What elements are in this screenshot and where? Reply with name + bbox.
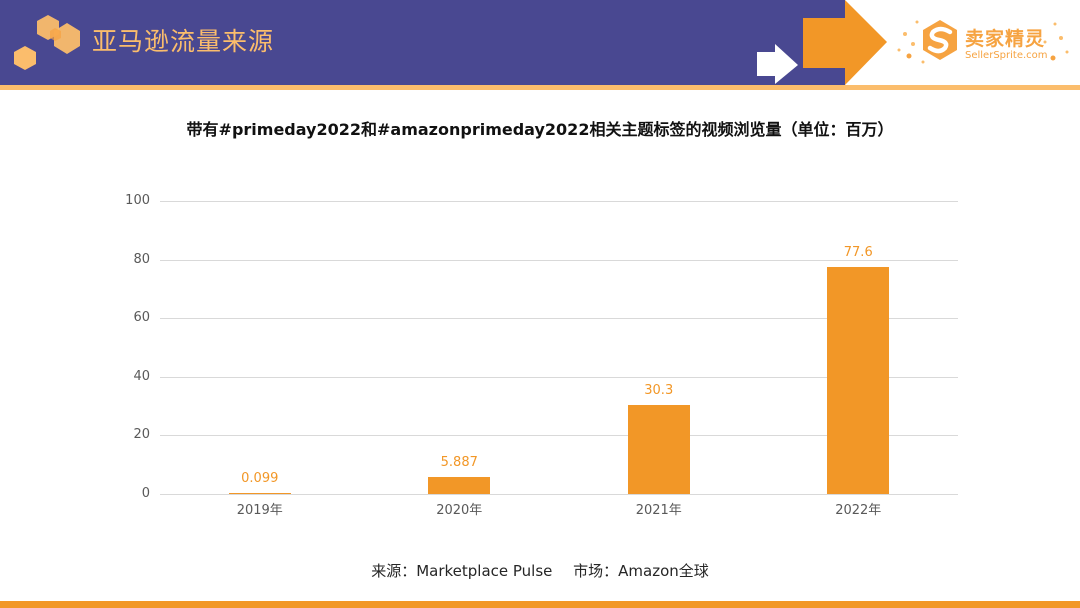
sellersprite-logo: 卖家精灵 SellerSprite.com (895, 12, 1075, 74)
logo-name-en: SellerSprite.com (965, 50, 1048, 61)
y-axis-tick-label: 40 (133, 368, 150, 384)
gridline (160, 435, 958, 437)
bar-2022年 (827, 266, 890, 494)
x-axis-tick-label: 2022年 (835, 503, 882, 518)
x-axis-tick-label: 2020年 (436, 503, 483, 518)
gridline (160, 318, 958, 320)
gridline (160, 201, 958, 202)
y-axis-tick-label: 20 (133, 427, 150, 443)
sellersprite-s-hexagon-icon (897, 20, 1069, 64)
bar-2020年 (428, 476, 491, 494)
slide-header: 亚马逊流量来源 卖家精灵 SellerSprite.com (0, 0, 1080, 90)
gridline (160, 376, 958, 378)
y-axis-tick-label: 100 (125, 193, 150, 208)
source-note: 来源：Marketplace Pulse 市场：Amazon全球 (0, 560, 1080, 581)
chart-title: 带有#primeday2022和#amazonprimeday2022相关主题标… (186, 120, 894, 139)
bar-2019年 (228, 493, 291, 494)
gridline (160, 259, 958, 261)
bottom-accent-stripe (0, 601, 1080, 608)
y-axis-tick-label: 60 (133, 310, 150, 326)
market-label: 市场：Amazon全球 (573, 562, 709, 580)
header-accent-line (0, 85, 1080, 90)
bar-2021年 (627, 405, 690, 494)
logo-name-cn: 卖家精灵 (965, 28, 1046, 50)
x-axis-tick-label: 2019年 (236, 503, 283, 518)
page-title: 亚马逊流量来源 (92, 27, 275, 56)
header-band (0, 0, 845, 85)
bar-value-label: 5.887 (440, 454, 478, 470)
arrow-decoration-icon (757, 0, 887, 85)
bar-value-label: 77.6 (843, 244, 873, 260)
bar-value-label: 30.3 (644, 383, 674, 399)
gridline (160, 494, 958, 495)
y-axis-tick-label: 0 (141, 486, 150, 501)
hexagon-decoration-icon (14, 15, 80, 70)
y-axis-tick-label: 80 (133, 251, 150, 267)
bar-value-label: 0.099 (241, 471, 279, 486)
x-axis-tick-label: 2021年 (635, 503, 682, 518)
source-label: 来源：Marketplace Pulse (371, 562, 553, 580)
bar-chart: 0 20 40 60 80 100 0.099 2019年 5.887 2020年 30.3 202… (100, 185, 980, 530)
